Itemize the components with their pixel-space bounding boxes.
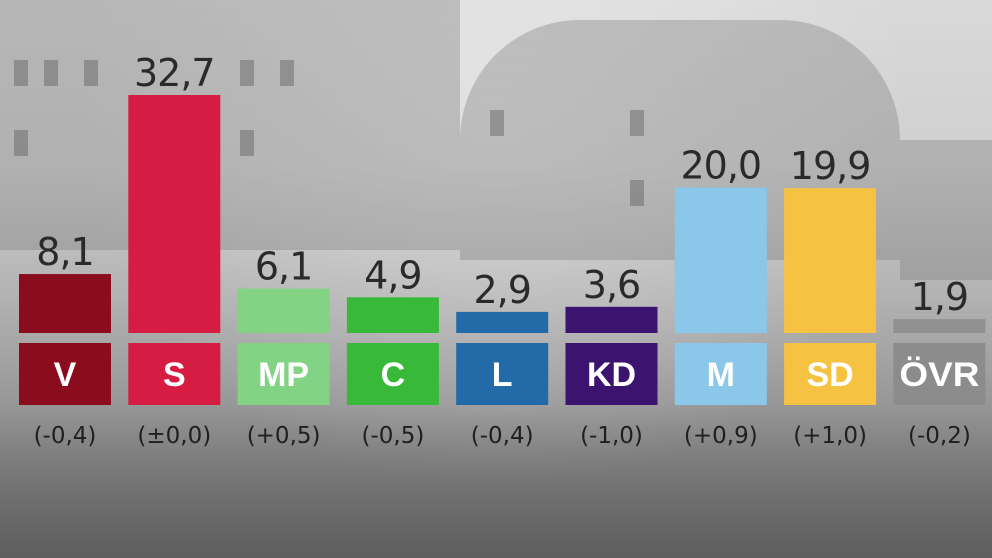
party-label-kd: KD <box>587 356 636 394</box>
change-label-mp: (+0,5) <box>247 423 321 449</box>
bar-kd <box>565 306 658 333</box>
party-box-s <box>128 343 221 405</box>
party-label-m: M <box>707 356 735 394</box>
bar-c <box>346 297 439 333</box>
party-label-vr: ÖVR <box>899 356 979 394</box>
change-label-s: (±0,0) <box>137 423 211 449</box>
value-label-vr: 1,9 <box>911 275 968 319</box>
value-label-c: 4,9 <box>364 253 421 297</box>
change-label-c: (-0,5) <box>361 423 424 449</box>
party-label-mp: MP <box>258 356 309 394</box>
party-label-c: C <box>381 356 406 394</box>
change-label-sd: (+1,0) <box>793 423 867 449</box>
bar-v <box>19 274 111 333</box>
value-label-m: 20,0 <box>680 143 761 187</box>
value-label-v: 8,1 <box>36 230 93 274</box>
bar-vr <box>893 319 986 333</box>
change-label-m: (+0,9) <box>684 423 758 449</box>
value-label-l: 2,9 <box>473 268 530 312</box>
party-box-c <box>346 343 439 405</box>
party-label-s: S <box>163 356 186 394</box>
party-box-kd <box>565 343 658 405</box>
value-label-mp: 6,1 <box>255 245 312 289</box>
value-label-sd: 19,9 <box>790 144 871 188</box>
value-label-s: 32,7 <box>134 51 215 95</box>
party-box-v <box>19 343 111 405</box>
party-box-mp <box>237 343 330 405</box>
bar-s <box>128 95 221 333</box>
bar-sd <box>784 188 877 333</box>
change-label-v: (-0,4) <box>34 423 97 449</box>
background-fade <box>0 405 992 558</box>
party-label-sd: SD <box>806 356 853 394</box>
party-box-vr <box>893 343 986 405</box>
change-label-vr: (-0,2) <box>908 423 971 449</box>
bar-l <box>456 311 549 333</box>
value-label-kd: 3,6 <box>583 263 640 307</box>
change-label-l: (-0,4) <box>471 423 534 449</box>
party-box-sd <box>784 343 877 405</box>
change-label-kd: (-1,0) <box>580 423 643 449</box>
party-label-l: L <box>492 356 513 394</box>
party-label-v: V <box>54 356 77 394</box>
party-box-m <box>674 343 767 405</box>
bar-m <box>674 187 767 333</box>
party-box-l <box>456 343 549 405</box>
bar-mp <box>237 288 330 333</box>
